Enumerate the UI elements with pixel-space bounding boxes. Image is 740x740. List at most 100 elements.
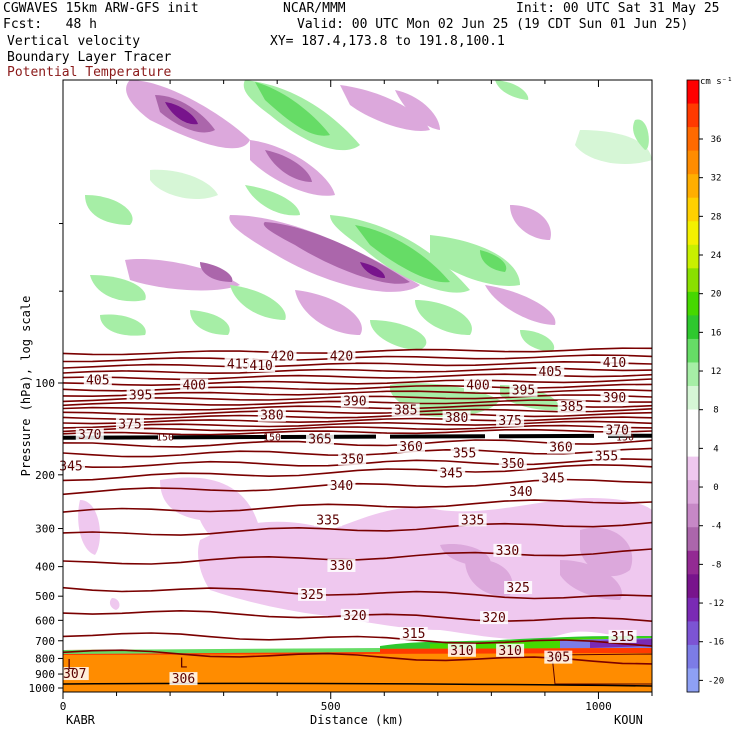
header-field-bl-tracer: Boundary Layer Tracer (7, 50, 172, 65)
theta-contour (63, 411, 652, 421)
y-tick-label: 400 (35, 561, 55, 574)
colorbar-swatch (687, 597, 699, 622)
colorbar-tick-label: 0 (713, 483, 718, 493)
theta-label: 345 (541, 472, 564, 487)
colorbar-swatch (687, 527, 699, 552)
right-station-label: KOUN (614, 713, 643, 727)
colorbar-swatch (687, 244, 699, 269)
header-field-vertical-velocity: Vertical velocity (7, 34, 141, 49)
y-tick-label: 600 (35, 614, 55, 627)
theta-label-bg (536, 364, 565, 378)
theta-label: 390 (343, 395, 366, 410)
theta-label: 420 (330, 350, 353, 365)
theta-label-bg (224, 357, 253, 371)
tropopause-path (62, 433, 653, 440)
y-tick-label: 200 (35, 469, 55, 482)
colorbar-swatch (687, 386, 699, 411)
theta-label: 405 (86, 373, 109, 388)
theta-label-bg (538, 471, 567, 485)
header-fcst: Fcst: 48 h (3, 17, 97, 32)
theta-label-bg (327, 349, 356, 363)
colorbar-swatch (687, 362, 699, 387)
theta-label: 310 (450, 644, 473, 659)
theta-label: 306 (172, 672, 195, 687)
theta-label-bg (327, 479, 356, 493)
theta-contour (63, 463, 652, 482)
theta-label: 415 (227, 358, 250, 373)
theta-label-bg (75, 427, 104, 441)
theta-label: 325 (506, 581, 529, 596)
y-tick-label: 300 (35, 523, 55, 536)
theta-label-bg (480, 611, 509, 625)
theta-label: 340 (509, 485, 532, 500)
theta-label-bg (60, 667, 89, 681)
header-org: NCAR/MMM (283, 1, 346, 16)
colorbar-tick-label: 36 (711, 135, 722, 145)
theta-contour (63, 548, 652, 565)
theta-label-bg (169, 672, 198, 686)
theta-contour (63, 347, 652, 356)
theta-label: 405 (539, 365, 562, 380)
left-station-label: KABR (66, 713, 96, 727)
colorbar-tick-label: 24 (711, 251, 722, 261)
theta-contour (63, 499, 652, 513)
tropopause-label: 150 (156, 433, 174, 444)
theta-label: 380 (260, 409, 283, 424)
theta-label: 370 (605, 423, 628, 438)
colorbar-swatch (687, 550, 699, 575)
theta-label-bg (115, 417, 144, 431)
theta-label: 400 (466, 379, 489, 394)
colorbar-swatch (687, 409, 699, 434)
colorbar-tick-label: 28 (711, 212, 722, 222)
header-valid: Valid: 00 UTC Mon 02 Jun 25 (19 CDT Sun … (297, 17, 689, 32)
theta-label-bg (450, 446, 479, 460)
theta-label-bg (496, 643, 525, 657)
colorbar-tick-label: 12 (711, 367, 722, 377)
colorbar-swatch (687, 103, 699, 128)
theta-label: 325 (300, 588, 323, 603)
theta-label-bg (498, 456, 527, 470)
theta-label: 330 (496, 544, 519, 559)
colorbar-swatch (687, 80, 699, 105)
theta-label: 370 (78, 428, 101, 443)
theta-label-bg (600, 356, 629, 370)
colorbar-swatch (687, 338, 699, 363)
theta-label: 360 (399, 440, 422, 455)
theta-label: 335 (461, 513, 484, 528)
theta-label-bg (447, 643, 476, 657)
colorbar-swatch (687, 150, 699, 175)
theta-label-bg (327, 558, 356, 572)
theta-label: 307 (63, 667, 86, 682)
theta-label: 360 (549, 441, 572, 456)
theta-label-bg (608, 629, 637, 643)
colorbar-swatch (687, 503, 699, 528)
theta-label-bg (83, 373, 112, 387)
colorbar-swatch (687, 291, 699, 316)
theta-contour (63, 428, 652, 436)
colorbar-swatch (687, 197, 699, 222)
theta-contour (63, 408, 652, 416)
colorbar-tick-label: -12 (708, 599, 724, 609)
theta-label: 320 (482, 611, 505, 626)
theta-label-bg (297, 587, 326, 601)
theta-label: 310 (498, 644, 521, 659)
theta-label: 355 (595, 449, 618, 464)
x-tick-label: 0 (60, 700, 67, 713)
theta-label-bg (257, 408, 286, 422)
theta-label: 330 (330, 559, 353, 574)
pressure-center-label: L (180, 656, 188, 671)
theta-label-bg (442, 410, 471, 424)
pressure-center-label: L (67, 658, 75, 673)
theta-label: 355 (453, 446, 476, 461)
theta-label: 315 (611, 630, 634, 645)
colorbar-tick-label: 16 (711, 328, 722, 338)
colorbar-tick-label: -20 (708, 676, 724, 686)
theta-label: 350 (340, 452, 363, 467)
tropopause-line: 150 150 150 (62, 433, 653, 444)
colorbar-tick-label: -8 (711, 560, 722, 570)
theta-label: 400 (182, 379, 205, 394)
theta-label-bg (493, 543, 522, 557)
theta-label-bg (603, 423, 632, 437)
